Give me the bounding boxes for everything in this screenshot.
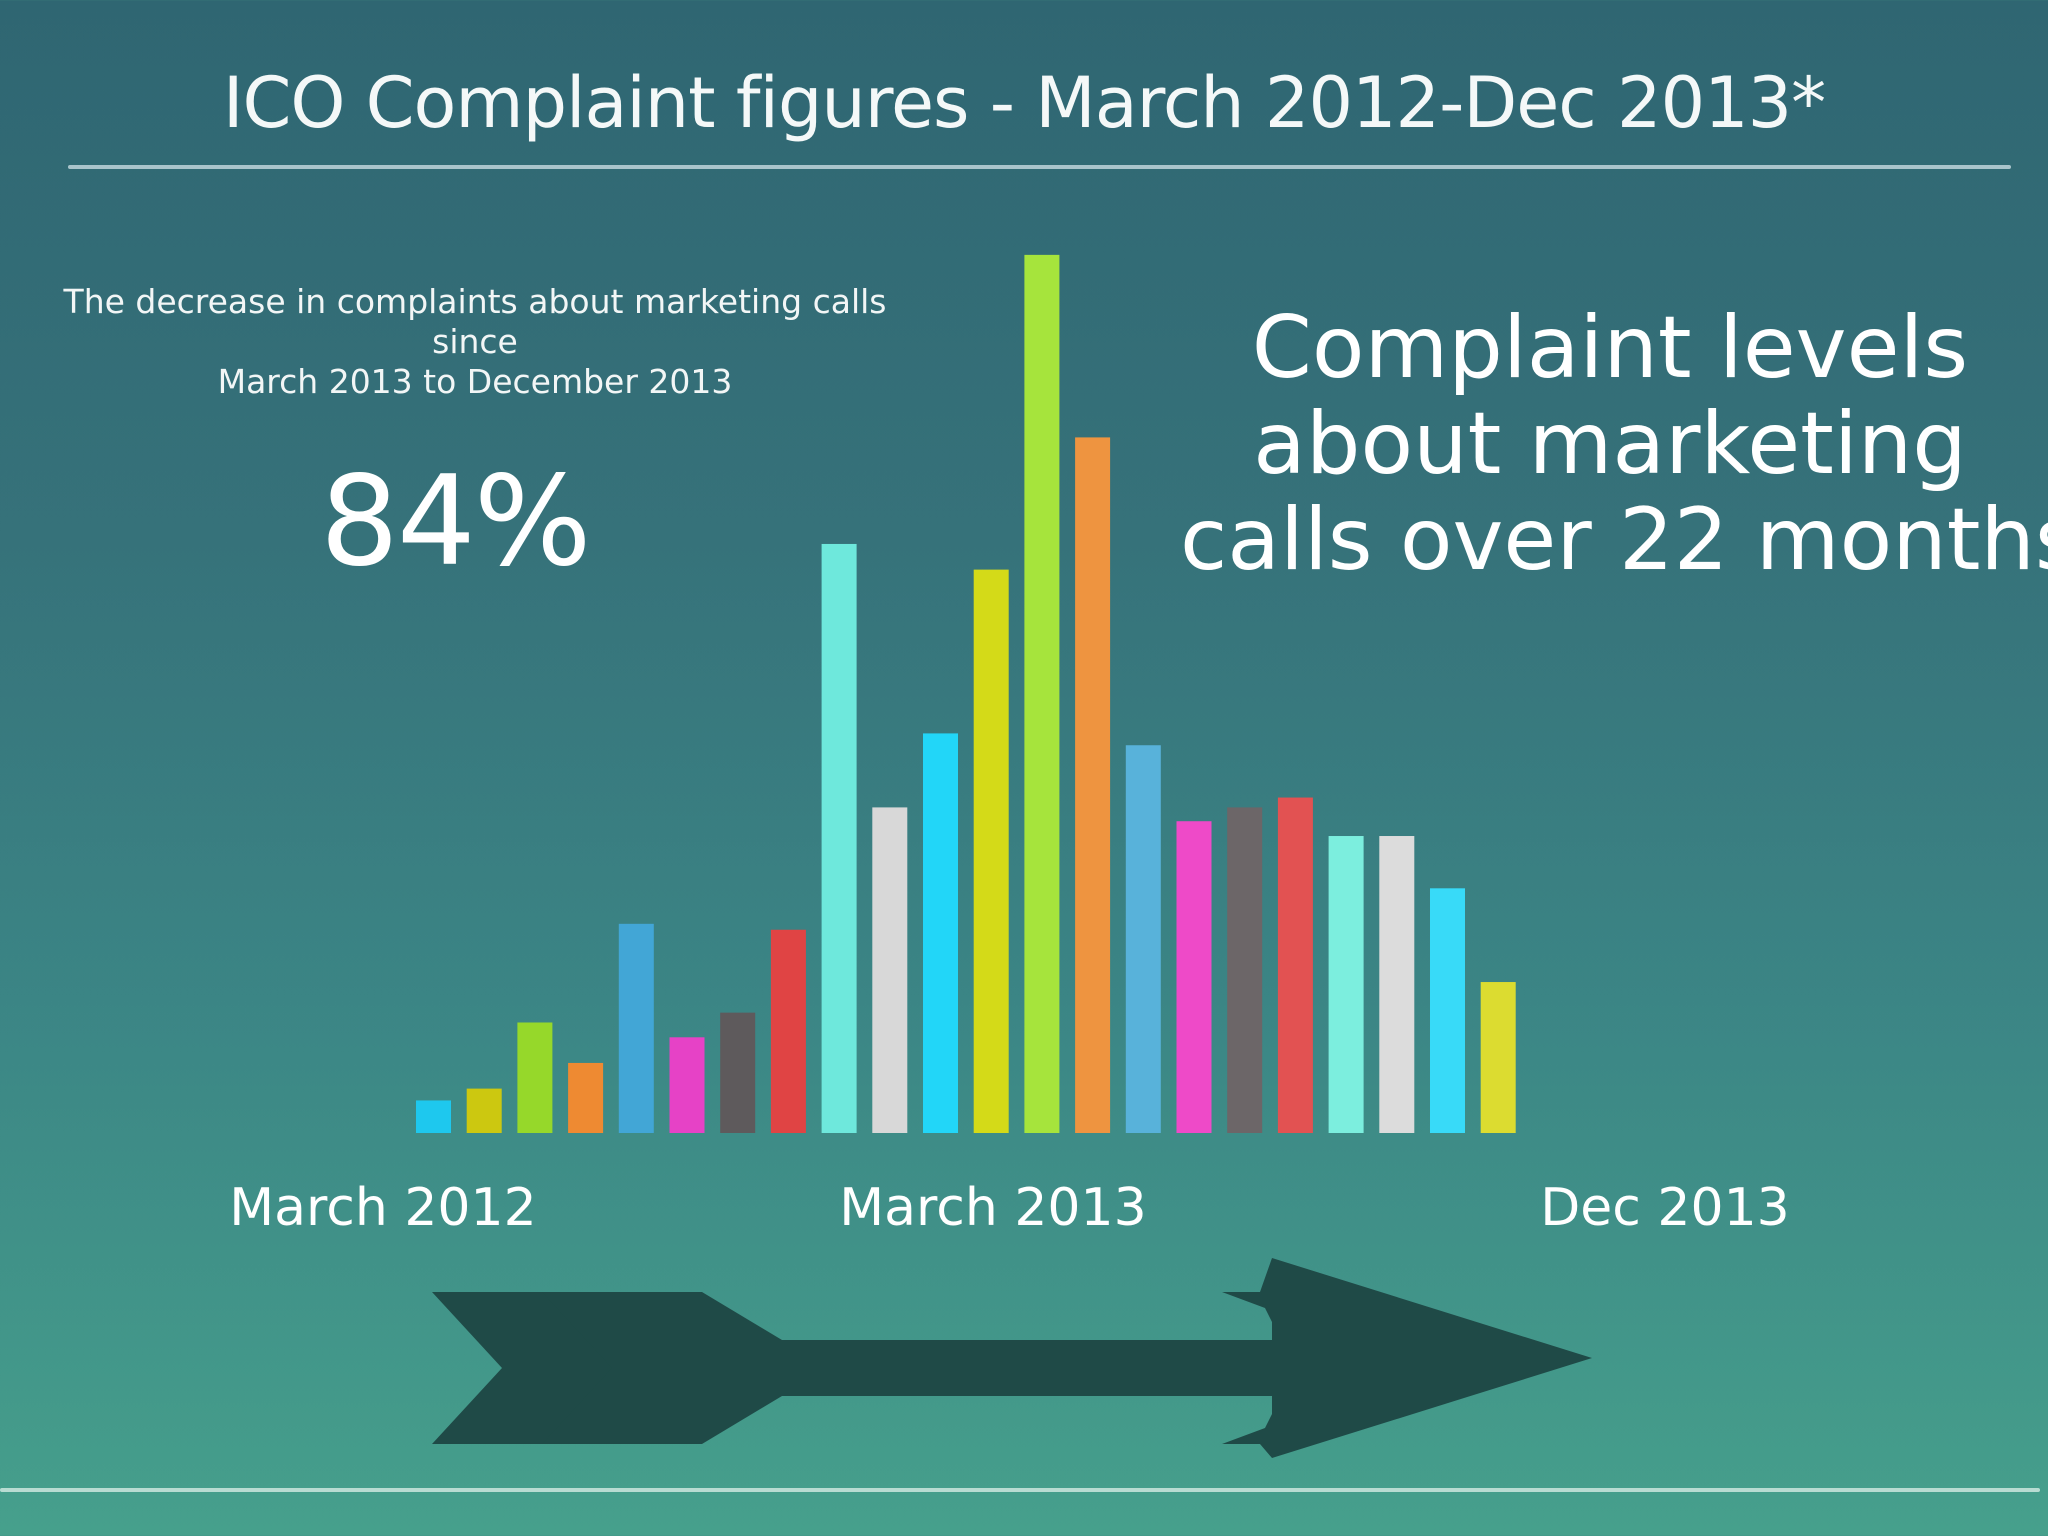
bar-month-6 — [669, 1037, 705, 1133]
bar-month-17 — [1227, 807, 1263, 1133]
bar-month-10 — [872, 807, 908, 1133]
bar-month-9 — [821, 543, 857, 1133]
bar-month-5 — [618, 923, 654, 1133]
x-tick-label: Dec 2013 — [1540, 1178, 1790, 1238]
bar-chart — [416, 254, 1516, 1133]
title-divider — [68, 165, 2011, 169]
bar-month-19 — [1328, 836, 1364, 1133]
timeline-arrow-icon — [432, 1258, 1592, 1458]
bar-month-21 — [1430, 888, 1465, 1133]
bar-month-20 — [1379, 836, 1415, 1133]
decrease-note-line-2: March 2013 to December 2013 — [217, 362, 733, 401]
bar-month-1 — [416, 1100, 451, 1133]
bar-month-14 — [1075, 437, 1111, 1133]
bar-month-11 — [923, 733, 958, 1133]
bar-month-4 — [568, 1062, 604, 1133]
bar-month-18 — [1277, 797, 1313, 1133]
headline-line-1: Complaint levels — [1251, 298, 1969, 398]
bar-month-13 — [1024, 254, 1060, 1133]
decrease-note-line-1: The decrease in complaints about marketi… — [63, 282, 887, 361]
arrow-shaft-shape — [542, 1258, 1592, 1458]
bar-month-16 — [1176, 821, 1212, 1133]
headline: Complaint levels about marketing calls o… — [1180, 298, 2048, 590]
bar-month-8 — [770, 929, 806, 1133]
headline-line-2: about marketing — [1253, 394, 1967, 494]
bar-month-3 — [517, 1022, 553, 1133]
decrease-note: The decrease in complaints about marketi… — [20, 282, 930, 402]
x-tick-label: March 2013 — [839, 1178, 1147, 1238]
headline-line-3: calls over 22 months — [1180, 490, 2048, 590]
bar-month-2 — [466, 1088, 502, 1133]
footer-divider — [0, 1488, 2040, 1492]
x-tick-label: March 2012 — [229, 1178, 537, 1238]
decrease-percentage: 84% — [320, 450, 592, 594]
bar-month-22 — [1480, 982, 1516, 1133]
bar-month-12 — [973, 569, 1009, 1133]
chevron-shape — [432, 1292, 618, 1444]
chart-title: ICO Complaint figures - March 2012-Dec 2… — [222, 62, 1826, 144]
bar-month-7 — [720, 1012, 756, 1133]
bar-month-15 — [1125, 745, 1161, 1133]
